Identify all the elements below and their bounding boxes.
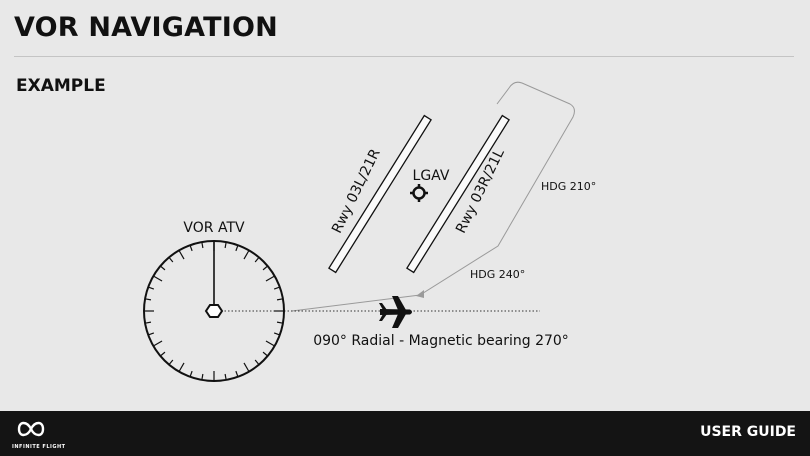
vor-label: VOR ATV [183, 220, 245, 236]
flight-path-arrowhead [416, 290, 424, 298]
compass-tick [201, 241, 204, 249]
airplane-icon [379, 296, 412, 328]
compass-tick [254, 256, 260, 263]
compass-tick [262, 351, 269, 357]
vor-station-icon [204, 304, 224, 318]
compass-tick [144, 298, 152, 301]
compass-tick [262, 265, 269, 271]
user-guide-label: USER GUIDE [700, 424, 796, 440]
compass-tick [153, 275, 163, 282]
runway-left-strip [328, 114, 432, 274]
section-label: EXAMPLE [16, 76, 106, 96]
vor-diagram: Rwy 03L/21R Rwy 03R/21L LGAV HDG 210° HD… [143, 81, 596, 382]
compass-tick [273, 332, 280, 336]
airport-icon [410, 184, 428, 202]
compass-tick [265, 275, 275, 282]
footer-bar: INFINITE FLIGHT USER GUIDE [0, 411, 810, 456]
compass-tick [168, 359, 174, 366]
compass-tick [168, 256, 174, 263]
compass-tick [235, 245, 239, 252]
heading-label-1: HDG 210° [541, 180, 596, 193]
compass-tick [189, 245, 193, 252]
compass-tick [243, 250, 250, 260]
infinity-icon [17, 421, 45, 437]
compass-tick [243, 362, 250, 372]
compass-tick [201, 373, 204, 381]
compass-tick [153, 340, 163, 347]
compass-tick [224, 241, 227, 249]
compass-tick [148, 332, 155, 336]
compass-tick [254, 359, 260, 366]
vor-compass-ticks [144, 241, 284, 381]
compass-tick [178, 250, 185, 260]
runway-right-strip [406, 114, 510, 274]
compass-tick [159, 265, 166, 271]
compass-tick [159, 351, 166, 357]
compass-tick [276, 298, 284, 301]
compass-tick [148, 286, 155, 290]
compass-tick [224, 373, 227, 381]
radial-caption: 090° Radial - Magnetic bearing 270° [313, 333, 569, 349]
compass-tick [189, 370, 193, 377]
flight-path [291, 81, 575, 312]
airport-label: LGAV [413, 168, 450, 184]
compass-tick [178, 362, 185, 372]
compass-tick [273, 286, 280, 290]
runway-left-label: Rwy 03L/21R [329, 146, 384, 236]
compass-tick [276, 321, 284, 324]
title-divider [14, 56, 794, 57]
brand-logo: INFINITE FLIGHT [12, 417, 72, 453]
brand-name: INFINITE FLIGHT [12, 444, 66, 450]
compass-tick [144, 321, 152, 324]
heading-label-2: HDG 240° [470, 268, 525, 281]
compass-tick [265, 340, 275, 347]
compass-tick [235, 370, 239, 377]
slide-title: VOR NAVIGATION [14, 12, 278, 43]
